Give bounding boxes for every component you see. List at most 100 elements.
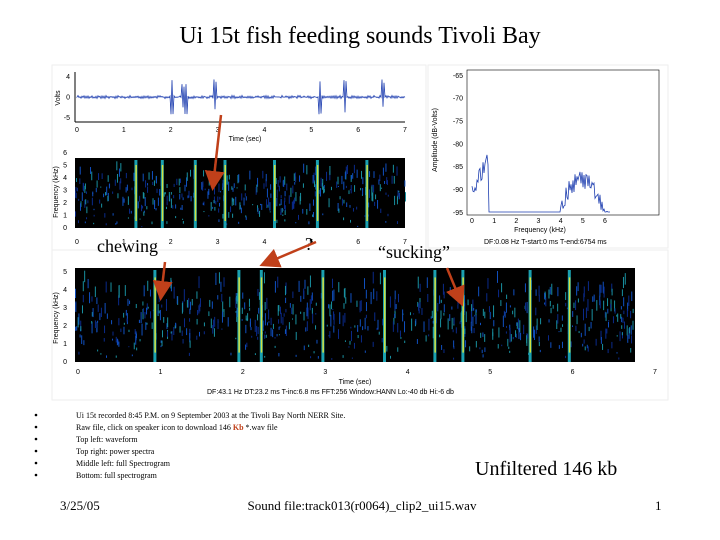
spectrogram-cell: [142, 192, 144, 199]
spectrogram-cell: [259, 210, 261, 217]
y-tick-label: 0: [66, 94, 70, 101]
spectrogram-cell: [306, 165, 308, 175]
spectrogram-cell: [395, 304, 397, 309]
spectrogram-cell: [603, 300, 605, 311]
spectrogram-cell: [179, 326, 181, 333]
spectrogram-cell: [312, 214, 314, 217]
spectrogram-cell: [170, 198, 172, 208]
spectrogram-cell: [606, 328, 608, 334]
spectrogram-cell: [93, 208, 95, 211]
spectrogram-cell: [404, 321, 406, 333]
spectrogram-cell: [397, 293, 399, 303]
spectrogram-cell: [170, 331, 172, 334]
spectrogram-cell: [115, 336, 117, 343]
bullet-text: Middle left: full Spectrogram: [76, 459, 171, 468]
spectrogram-cell: [176, 296, 178, 304]
spectrogram-cell: [220, 281, 222, 292]
spectrogram-cell: [76, 178, 78, 182]
spectrogram-cell: [394, 195, 396, 206]
spectrogram-cell: [630, 325, 632, 335]
spectrogram-cell: [538, 341, 540, 347]
spectrogram-cell: [346, 164, 348, 174]
spectrogram-cell: [400, 337, 402, 339]
spectrogram-cell: [269, 202, 271, 211]
spectrogram-cell: [294, 182, 296, 185]
spectrogram-cell: [428, 318, 430, 331]
spectrogram-cell: [313, 351, 315, 354]
spectrogram-cell: [172, 205, 174, 209]
spectrogram-cell: [550, 342, 552, 348]
spectrogram-cell: [332, 290, 334, 302]
spectrogram-cell: [607, 298, 609, 307]
bullet-text: Top right: power spectra: [76, 447, 155, 456]
spectrogram-cell: [497, 344, 499, 349]
spectrogram-cell: [338, 282, 340, 293]
spectrogram-cell: [549, 300, 551, 307]
spectrogram-cell: [203, 331, 205, 335]
spectrogram-cell: [330, 314, 332, 327]
spectrogram-cell: [93, 214, 95, 217]
spectrogram-cell: [238, 221, 240, 224]
spectrogram-cell: [362, 188, 364, 195]
spectrogram-cell: [284, 205, 286, 212]
spectrogram-cell: [489, 311, 491, 320]
spectrogram-cell: [565, 355, 567, 359]
spectrogram-cell: [614, 300, 616, 312]
spectrogram-cell: [112, 331, 114, 336]
spectrogram-cell: [312, 313, 314, 324]
spectrogram-cell: [362, 177, 364, 185]
spectrogram-cell: [498, 327, 500, 338]
spectrogram-cell: [244, 184, 246, 191]
spectrogram-cell: [385, 192, 387, 195]
spectrogram-cell: [94, 286, 96, 298]
spectrogram-cell: [473, 314, 475, 317]
spectrogram-cell: [515, 330, 517, 338]
spectrogram-cell: [623, 297, 625, 307]
spectrogram-cell: [349, 189, 351, 191]
spectrogram-cell: [451, 306, 453, 310]
spectrogram-cell: [440, 310, 442, 320]
spectrogram-cell: [238, 174, 240, 183]
spectrogram-cell: [91, 320, 93, 324]
spectrogram-cell: [217, 196, 219, 203]
spectrogram-cell: [628, 328, 630, 339]
x-tick-label: 6: [356, 127, 360, 134]
spectrogram-cell: [236, 187, 238, 189]
spectrogram-cell: [142, 308, 144, 314]
spectrogram-cell: [248, 298, 250, 307]
x-tick-label: 1: [492, 218, 496, 225]
spectrogram-cell: [175, 216, 177, 219]
spectrogram-cell: [81, 192, 83, 201]
spectrogram-cell: [307, 307, 309, 319]
spectrogram-cell: [572, 311, 574, 317]
spectrogram-cell: [345, 185, 347, 189]
spectrogram-cell: [394, 290, 396, 300]
spectrogram-cell: [276, 219, 278, 224]
spectrogram-cell: [561, 315, 563, 321]
spectrogram-cell: [548, 289, 550, 299]
spectrogram-cell: [365, 289, 367, 299]
spectrogram-cell: [288, 195, 290, 204]
spectrogram-cell: [372, 341, 374, 347]
spectrogram-cell: [257, 207, 259, 215]
spectrogram-cell: [181, 193, 183, 198]
bullet-text: Ui 15t recorded 8:45 P.M. on 9 September…: [76, 411, 345, 420]
spectrogram-cell: [246, 342, 248, 348]
spectrogram-cell: [339, 312, 341, 325]
spectrogram-cell: [627, 334, 629, 343]
spectrogram-cell: [154, 200, 156, 207]
spectrogram-cell: [170, 192, 172, 195]
spectrogram-cell: [350, 330, 352, 342]
spectrogram-cell: [344, 312, 346, 323]
spectrogram-cell: [538, 336, 540, 342]
spectrogram-cell: [170, 277, 172, 289]
y-tick-label: 2: [63, 323, 67, 330]
spectrogram-cell: [350, 185, 352, 194]
spectrogram-cell: [215, 173, 217, 183]
spectrogram-cell: [292, 291, 294, 299]
spectrogram-cell: [333, 325, 335, 333]
spectrogram-cell: [621, 289, 623, 297]
spectrogram-cell: [118, 285, 120, 298]
spectrogram-cell: [326, 324, 328, 327]
spectrogram-cell: [496, 270, 498, 283]
